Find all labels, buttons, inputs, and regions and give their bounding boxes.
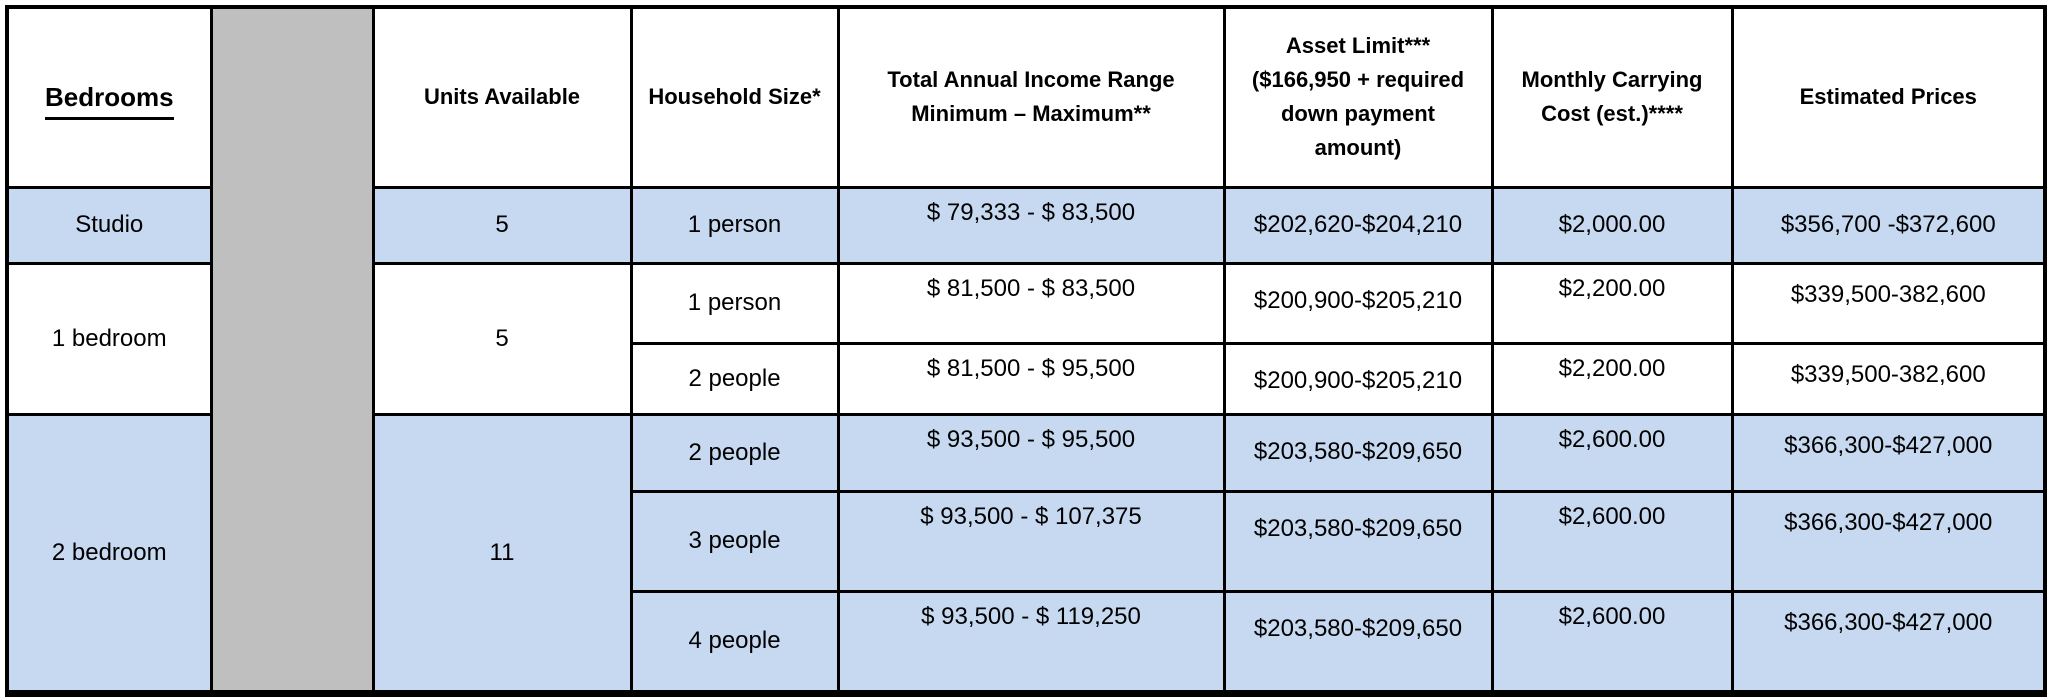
asset-header-line3: down payment xyxy=(1280,101,1435,127)
monthly-header-line2: Cost (est.)**** xyxy=(1541,101,1683,127)
cell-units-studio: 5 xyxy=(371,185,633,265)
income-header-line2: Minimum – Maximum** xyxy=(911,101,1151,127)
asset-header-line1: Asset Limit*** xyxy=(1285,33,1431,59)
cell-income: $ 93,500 - $ 95,500 xyxy=(836,412,1226,493)
cell-asset: $203,580-$209,650 xyxy=(1222,412,1494,493)
cell-income: $ 93,500 - $ 107,375 xyxy=(836,489,1226,593)
cell-household: 2 people xyxy=(629,341,840,416)
cell-income: $ 81,500 - $ 95,500 xyxy=(836,341,1226,416)
cell-units-2bedroom: 11 xyxy=(371,412,633,695)
header-estimated-prices: Estimated Prices xyxy=(1730,5,2047,189)
cell-estimated: $366,300-$427,000 xyxy=(1730,412,2047,493)
income-header-line1: Total Annual Income Range xyxy=(887,67,1175,93)
header-units-available: Units Available xyxy=(371,5,633,189)
cell-monthly: $2,000.00 xyxy=(1490,185,1734,265)
monthly-header-line1: Monthly Carrying xyxy=(1521,67,1703,93)
cell-income: $ 79,333 - $ 83,500 xyxy=(836,185,1226,265)
cell-bedrooms-1bedroom: 1 bedroom xyxy=(5,261,213,416)
cell-monthly: $2,600.00 xyxy=(1490,489,1734,593)
cell-bedrooms-2bedroom: 2 bedroom xyxy=(5,412,213,695)
cell-units-1bedroom: 5 xyxy=(371,261,633,416)
cell-asset: $202,620-$204,210 xyxy=(1222,185,1494,265)
bedrooms-label: Bedrooms xyxy=(44,82,174,121)
cell-household: 1 person xyxy=(629,261,840,345)
cell-estimated: $366,300-$427,000 xyxy=(1730,489,2047,593)
asset-header-line2: ($166,950 + required xyxy=(1251,67,1465,93)
header-row: Bedrooms Units Available Household Size*… xyxy=(5,5,2047,693)
cell-household: 4 people xyxy=(629,589,840,695)
header-income-range: Total Annual Income Range Minimum – Maxi… xyxy=(836,5,1226,189)
header-monthly-carrying-cost: Monthly Carrying Cost (est.)**** xyxy=(1490,5,1734,189)
row-1bedroom-2people: 2 people $ 81,500 - $ 95,500 $200,900-$2… xyxy=(7,341,2047,416)
cell-monthly: $2,600.00 xyxy=(1490,412,1734,493)
row-2bedroom-2people: 2 bedroom 11 2 people $ 93,500 - $ 95,50… xyxy=(5,412,2047,695)
row-2bedroom-3people: 3 people $ 93,500 - $ 107,375 $203,580-$… xyxy=(7,489,2047,593)
header-bedrooms: Bedrooms xyxy=(5,5,213,189)
cell-monthly: $2,600.00 xyxy=(1490,589,1734,695)
header-asset-limit: Asset Limit*** ($166,950 + required down… xyxy=(1222,5,1494,189)
cell-household: 3 people xyxy=(629,489,840,593)
cell-asset: $203,580-$209,650 xyxy=(1222,489,1494,593)
cell-asset: $203,580-$209,650 xyxy=(1222,589,1494,695)
header-household-size: Household Size* xyxy=(629,5,840,189)
cell-income: $ 81,500 - $ 83,500 xyxy=(836,261,1226,345)
cell-asset: $200,900-$205,210 xyxy=(1222,261,1494,345)
row-2bedroom-4people: 4 people $ 93,500 - $ 119,250 $203,580-$… xyxy=(7,589,2047,695)
row-studio: Studio 5 1 person $ 79,333 - $ 83,500 $2… xyxy=(5,185,2047,265)
row-1bedroom-1person: 1 bedroom 5 1 person $ 81,500 - $ 83,500… xyxy=(5,261,2047,416)
cell-estimated: $339,500-382,600 xyxy=(1730,341,2047,416)
gray-spacer-column xyxy=(209,7,375,693)
cell-monthly: $2,200.00 xyxy=(1490,261,1734,345)
cell-estimated: $339,500-382,600 xyxy=(1730,261,2047,345)
cell-bedrooms-studio: Studio xyxy=(5,185,213,265)
cell-income: $ 93,500 - $ 119,250 xyxy=(836,589,1226,695)
cell-monthly: $2,200.00 xyxy=(1490,341,1734,416)
cell-estimated: $356,700 -$372,600 xyxy=(1730,185,2047,265)
cell-estimated: $366,300-$427,000 xyxy=(1730,589,2047,695)
housing-income-table: Bedrooms Units Available Household Size*… xyxy=(5,5,2047,697)
cell-household: 2 people xyxy=(629,412,840,493)
cell-asset: $200,900-$205,210 xyxy=(1222,341,1494,416)
asset-header-line4: amount) xyxy=(1314,135,1402,161)
cell-household: 1 person xyxy=(629,185,840,265)
